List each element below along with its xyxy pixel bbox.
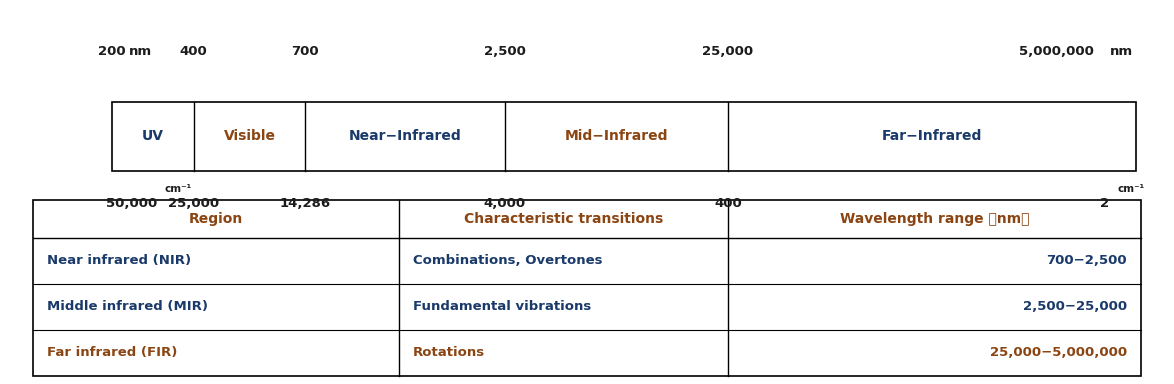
Bar — [33, 200, 1141, 376]
Text: Far infrared (FIR): Far infrared (FIR) — [47, 346, 177, 359]
Text: Rotations: Rotations — [413, 346, 485, 359]
Text: Characteristic transitions: Characteristic transitions — [464, 212, 663, 226]
Text: 2,500: 2,500 — [484, 45, 526, 58]
Text: Mid−Infrared: Mid−Infrared — [565, 129, 668, 143]
Text: Middle infrared (MIR): Middle infrared (MIR) — [47, 300, 208, 313]
Text: Wavelength range （nm）: Wavelength range （nm） — [839, 212, 1030, 226]
Text: nm: nm — [1109, 45, 1133, 58]
Text: Visible: Visible — [224, 129, 276, 143]
Text: 400: 400 — [180, 45, 208, 58]
Text: 2: 2 — [1100, 197, 1109, 210]
Text: 700: 700 — [291, 45, 319, 58]
Text: Near infrared (NIR): Near infrared (NIR) — [47, 255, 191, 268]
Text: cm⁻¹: cm⁻¹ — [164, 184, 191, 194]
Text: 2,500−25,000: 2,500−25,000 — [1023, 300, 1127, 313]
Text: 25,000: 25,000 — [168, 197, 220, 210]
Text: nm: nm — [129, 45, 153, 58]
Text: 700−2,500: 700−2,500 — [1046, 255, 1127, 268]
Text: 4,000: 4,000 — [484, 197, 526, 210]
Text: 400: 400 — [714, 197, 742, 210]
Text: cm⁻¹: cm⁻¹ — [1118, 184, 1145, 194]
Text: Fundamental vibrations: Fundamental vibrations — [413, 300, 592, 313]
Text: Region: Region — [189, 212, 243, 226]
Text: Far−Infrared: Far−Infrared — [882, 129, 983, 143]
Bar — [112, 102, 1136, 171]
Text: 14,286: 14,286 — [279, 197, 331, 210]
Text: Combinations, Overtones: Combinations, Overtones — [413, 255, 602, 268]
Text: 25,000−5,000,000: 25,000−5,000,000 — [990, 346, 1127, 359]
Text: 50,000: 50,000 — [106, 197, 157, 210]
Text: Near−Infrared: Near−Infrared — [349, 129, 461, 143]
Text: UV: UV — [142, 129, 163, 143]
Text: 25,000: 25,000 — [702, 45, 754, 58]
Text: 200: 200 — [97, 45, 126, 58]
Text: 5,000,000: 5,000,000 — [1019, 45, 1094, 58]
